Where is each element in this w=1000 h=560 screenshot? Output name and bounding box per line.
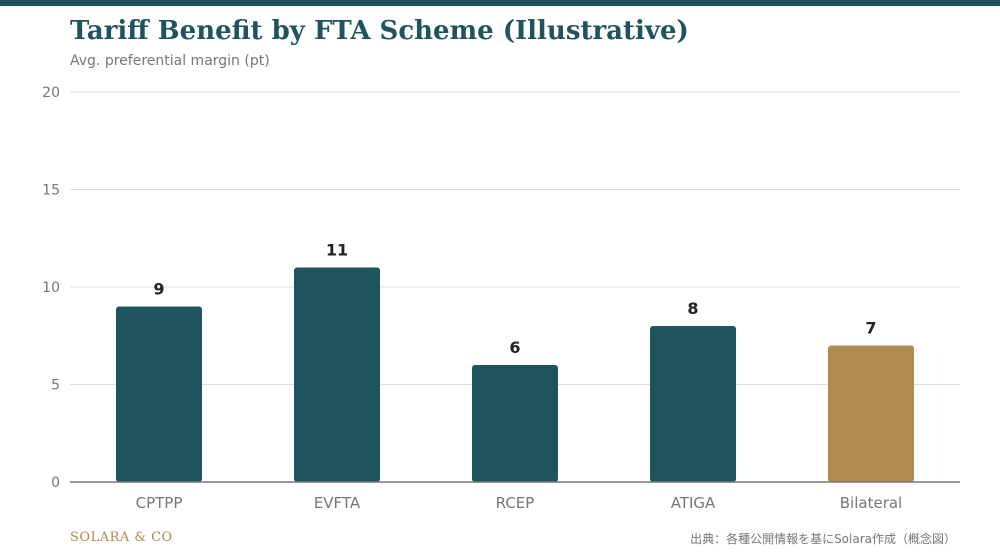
data-label: 11: [326, 241, 348, 260]
data-label: 8: [687, 299, 698, 318]
top-accent-bar: [0, 0, 1000, 6]
source-note: 出典：各種公開情報を基にSolara作成（概念図）: [690, 532, 956, 546]
y-axis-label: Avg. preferential margin (pt): [70, 53, 270, 69]
data-labels: 9 11 6 8 7: [153, 241, 876, 358]
x-tick-label: CPTPP: [136, 494, 183, 512]
y-tick-label: 15: [42, 183, 60, 199]
bar-atiga: [650, 326, 736, 482]
chart-title: Tariff Benefit by FTA Scheme (Illustrati…: [70, 16, 689, 46]
y-tick-label: 0: [51, 475, 60, 491]
brand-logo-text: SOLARA & CO: [70, 530, 173, 545]
y-tick-label: 20: [42, 85, 60, 101]
x-tick-label: Bilateral: [840, 494, 902, 512]
data-label: 6: [509, 338, 520, 357]
bars: [116, 267, 914, 482]
data-label: 7: [865, 319, 876, 338]
y-tick-label: 5: [51, 378, 60, 394]
y-tick-label: 10: [42, 280, 60, 296]
x-tick-label: ATIGA: [671, 494, 716, 512]
x-axis-ticks: CPTPP EVFTA RCEP ATIGA Bilateral: [136, 494, 903, 512]
bar-rcep: [472, 365, 558, 482]
y-axis-ticks: 0 5 10 15 20: [42, 85, 60, 491]
data-label: 9: [153, 280, 164, 299]
x-tick-label: EVFTA: [314, 494, 361, 512]
bar-cptpp: [116, 306, 202, 482]
bar-bilateral: [828, 345, 914, 482]
x-tick-label: RCEP: [496, 494, 535, 512]
bar-evfta: [294, 267, 380, 482]
